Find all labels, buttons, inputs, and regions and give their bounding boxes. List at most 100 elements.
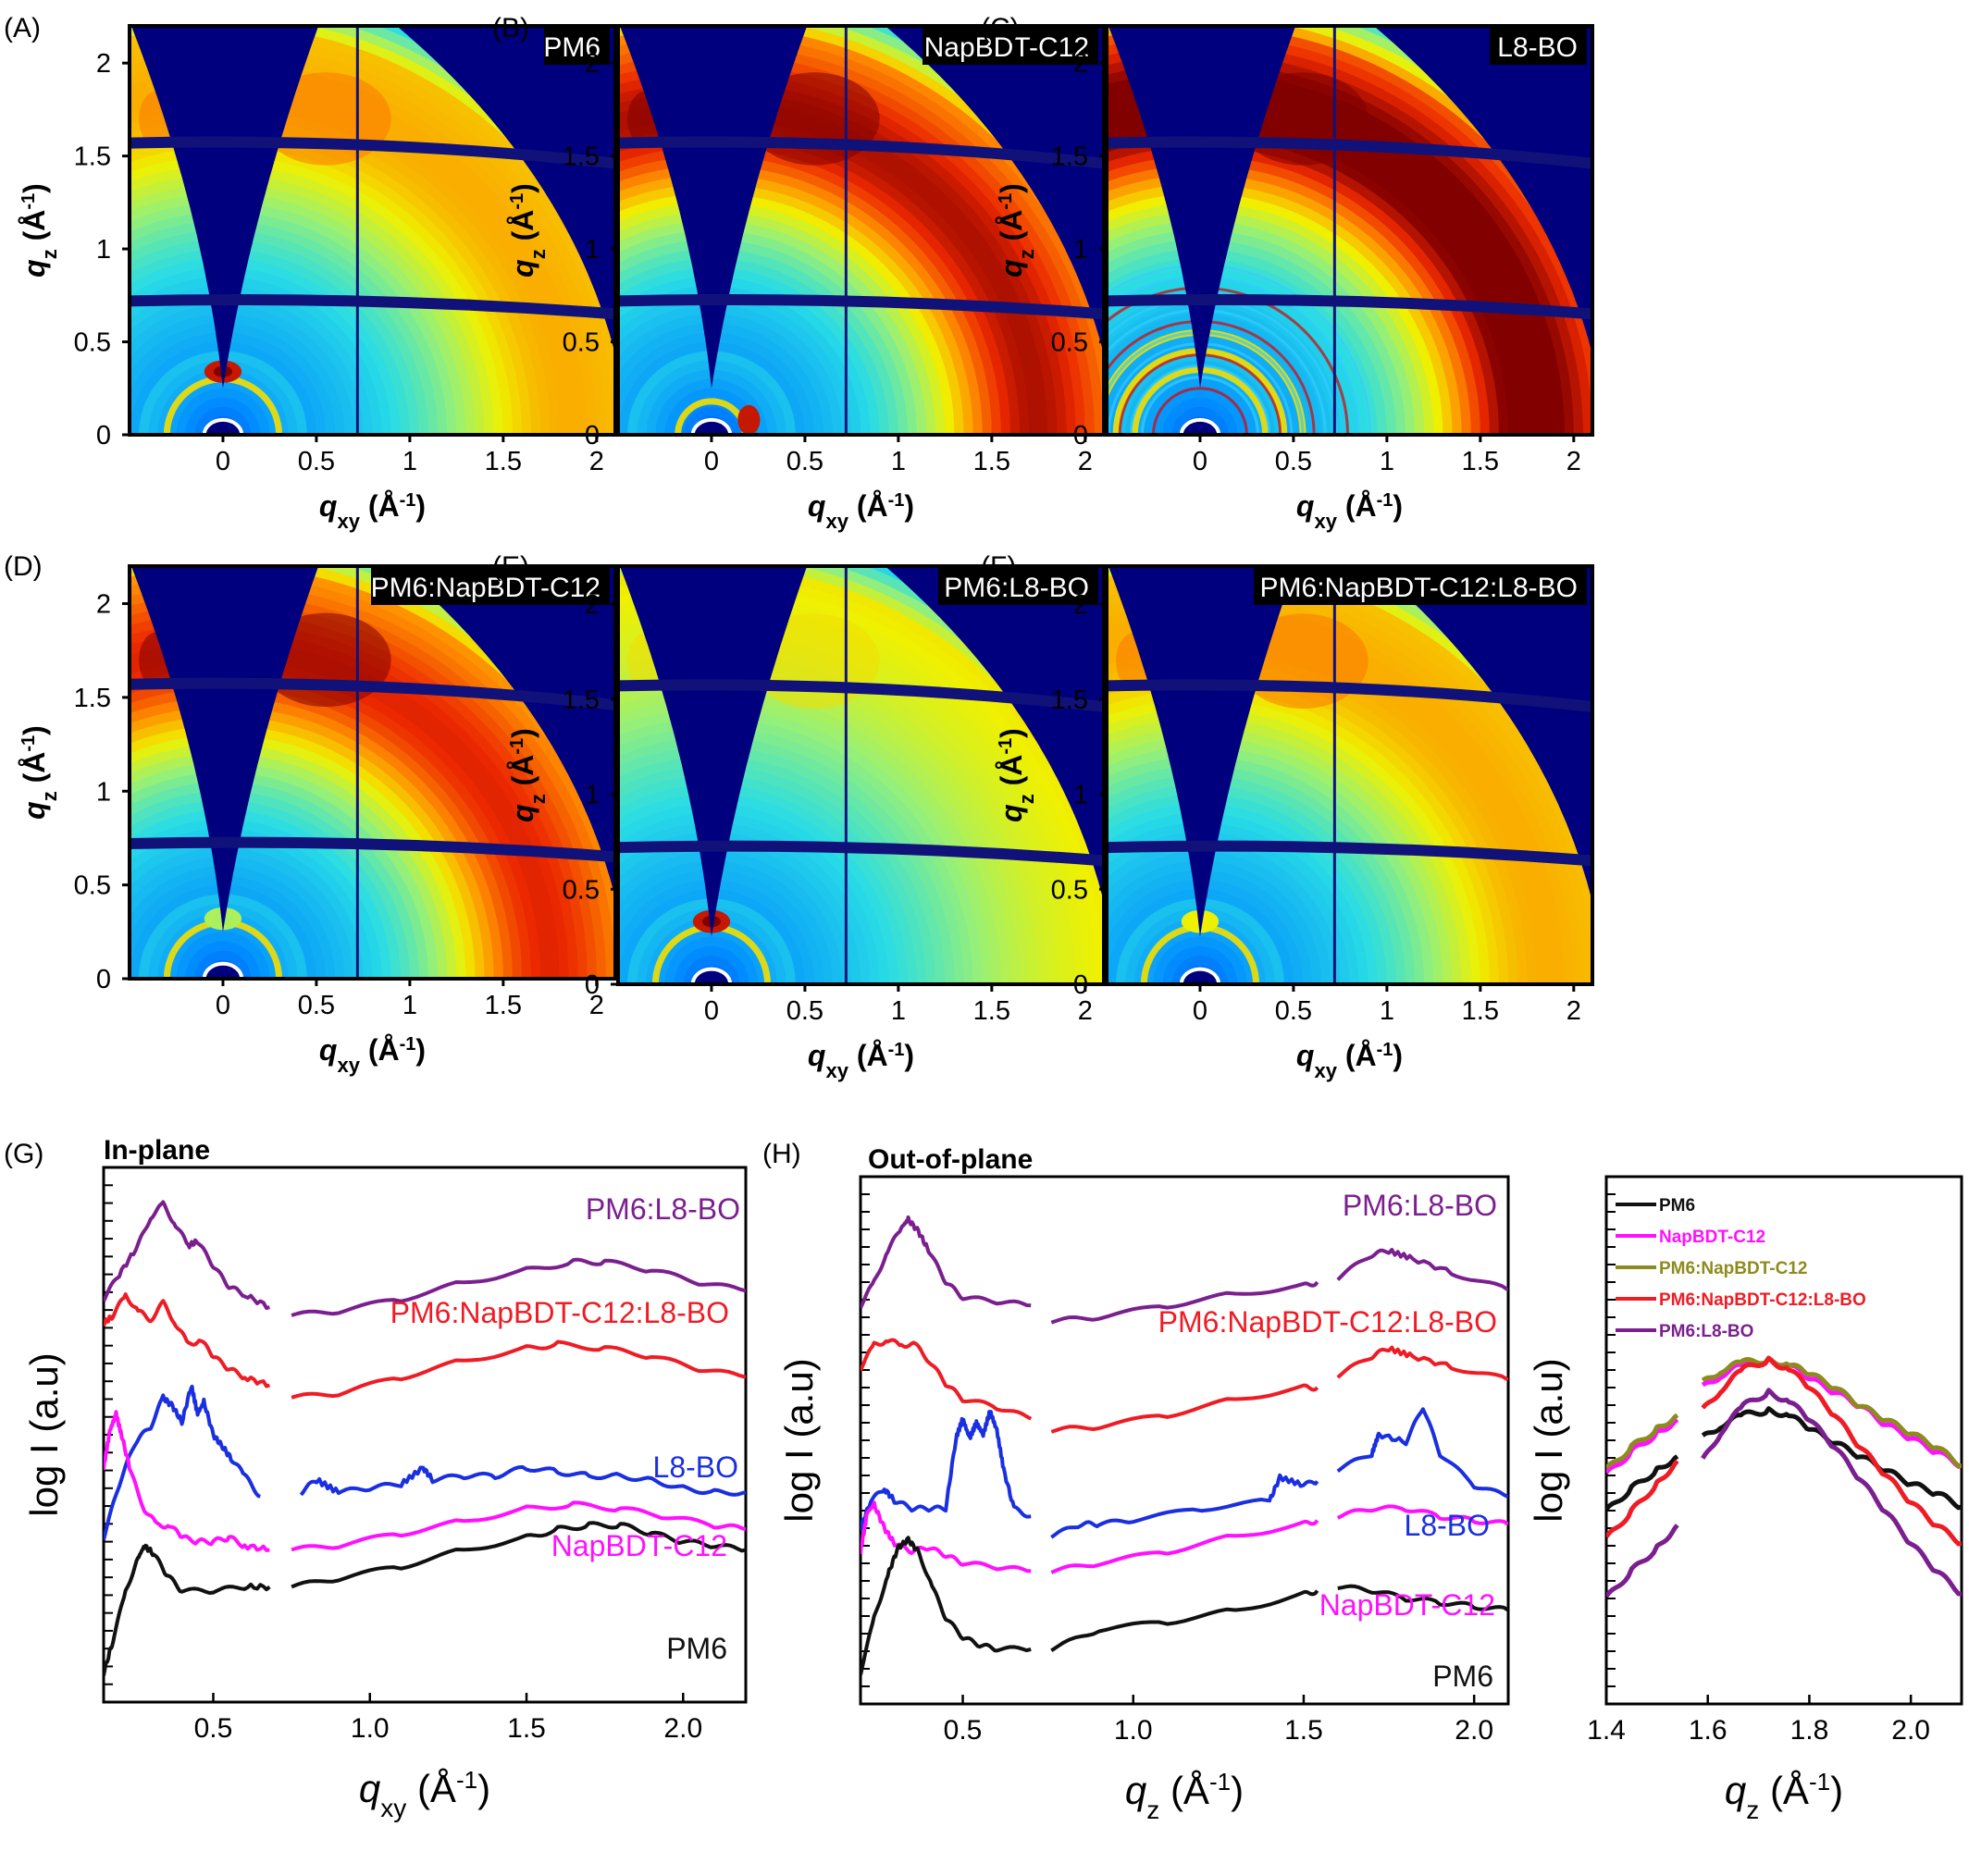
x-tick-label: 0 xyxy=(704,996,719,1026)
x-tick-label: 1.5 xyxy=(1284,1715,1323,1746)
series-line xyxy=(104,1410,270,1552)
x-tick-label: 1 xyxy=(402,991,417,1020)
x-tick-label: 1.5 xyxy=(973,447,1010,476)
sample-label-text: L8-BO xyxy=(1497,32,1578,63)
missing-wedge xyxy=(619,26,808,389)
x-tick-label: 1.0 xyxy=(1114,1715,1153,1746)
x-tick-label: 1 xyxy=(402,447,417,476)
y-tick-label: 2 xyxy=(96,49,111,79)
y-tick-label: 1.5 xyxy=(563,685,600,715)
series-label: PM6:NapBDT-C12:L8-BO xyxy=(390,1296,729,1329)
x-tick-label: 0 xyxy=(1193,447,1207,476)
y-axis-label: qz (Å-1) xyxy=(506,183,550,278)
legend-entry: NapBDT-C12 xyxy=(1659,1228,1765,1247)
x-tick-label: 2 xyxy=(1078,447,1093,476)
y-tick-label: 2 xyxy=(585,49,600,79)
series-line xyxy=(1336,1248,1508,1292)
y-tick-label: 0 xyxy=(1073,970,1088,1000)
plot-in-plane: 0.5 1.0 1.5 2.0 qxy (Å-1) log I (a.u) xyxy=(22,1166,748,1822)
y-tick-label: 2 xyxy=(585,590,600,620)
y-axis-label: qz (Å-1) xyxy=(18,725,61,820)
y-tick-label: 1 xyxy=(585,235,600,265)
panel-letter: (D) xyxy=(4,551,43,582)
sample-label: PM6:L8-BO xyxy=(938,568,1098,605)
y-tick-label: 0 xyxy=(96,965,111,994)
giwaxs-panel-6: PM6:NapBDT-C12:L8-BO(F)0 0.5 1 1.5 200.511.5… xyxy=(981,551,1594,1082)
series-line xyxy=(104,1200,270,1310)
series-label: PM6 xyxy=(666,1632,727,1665)
series-line xyxy=(861,1215,1032,1309)
series-line xyxy=(1050,1280,1319,1325)
series-line xyxy=(1050,1519,1319,1574)
series-line xyxy=(1050,1473,1319,1539)
x-tick-label: 1.5 xyxy=(973,996,1010,1026)
series-line xyxy=(861,1338,1033,1421)
x-tick-label: 1 xyxy=(1380,996,1394,1026)
y-tick-label: 1 xyxy=(585,781,600,810)
plot-inset: 1.4 1.6 1.8 2.0 qz (Å-1) log I (a.u) xyxy=(1527,1175,1963,1824)
plot-title: Out-of-plane xyxy=(868,1144,1033,1175)
legend-entry: PM6:NapBDT-C12:L8-BO xyxy=(1659,1290,1866,1310)
series-label: NapBDT-C12 xyxy=(551,1529,727,1562)
x-axis-label: qxy (Å-1) xyxy=(359,1766,490,1822)
y-tick-label: 1 xyxy=(96,235,111,265)
missing-wedge xyxy=(1108,566,1296,937)
y-tick-label: 1 xyxy=(1073,235,1088,265)
x-tick-label: 0.5 xyxy=(298,991,335,1020)
panel-letter: (H) xyxy=(762,1139,801,1169)
missing-wedge xyxy=(1108,26,1296,389)
legend: PM6 NapBDT-C12 PM6:NapBDT-C12 PM6:NapBDT-C1… xyxy=(1616,1196,1866,1341)
sample-label-text: PM6:NapBDT-C12 xyxy=(371,573,601,603)
sample-label: PM6:NapBDT-C12:L8-BO xyxy=(1254,568,1587,605)
series-label: PM6 xyxy=(1432,1660,1493,1693)
y-tick-label: 1 xyxy=(96,777,111,807)
series-line xyxy=(861,1536,1032,1676)
series-line xyxy=(1606,1454,1679,1512)
y-tick-label: 0.5 xyxy=(74,328,111,358)
x-tick-label: 1.4 xyxy=(1587,1715,1626,1746)
y-tick-label: 2 xyxy=(1073,49,1088,79)
series-line xyxy=(291,1500,746,1552)
sample-label-text: PM6:L8-BO xyxy=(944,573,1089,603)
x-tick-label: 0.5 xyxy=(786,447,824,476)
series-line xyxy=(861,1410,1032,1531)
series-line xyxy=(1337,1584,1508,1612)
x-axis-label: qxy (Å-1) xyxy=(1296,489,1403,533)
panel-letter: (B) xyxy=(492,13,529,43)
series-label: PM6:NapBDT-C12:L8-BO xyxy=(1158,1305,1497,1339)
y-tick-label: 0.5 xyxy=(74,871,111,901)
y-tick-label: 1 xyxy=(1073,781,1088,810)
x-tick-label: 0 xyxy=(216,447,230,476)
sample-label: PM6 xyxy=(543,28,610,65)
x-tick-label: 0.5 xyxy=(194,1713,233,1744)
series-label: L8-BO xyxy=(1405,1509,1490,1542)
sample-label: NapBDT-C12 xyxy=(923,28,1098,65)
y-tick-label: 0 xyxy=(96,421,111,450)
y-tick-label: 0 xyxy=(585,970,600,1000)
y-tick-label: 1.5 xyxy=(74,684,111,713)
x-tick-label: 2 xyxy=(589,447,604,476)
panel-letter: (G) xyxy=(4,1139,43,1169)
series-line xyxy=(1336,1345,1508,1382)
sample-label: L8-BO xyxy=(1490,28,1587,65)
series-line xyxy=(1701,1355,1962,1547)
series-line xyxy=(1701,1388,1962,1597)
y-axis-label: log I (a.u) xyxy=(1527,1358,1570,1522)
x-tick-label: 1.5 xyxy=(1462,447,1499,476)
y-axis-label: qz (Å-1) xyxy=(506,728,550,822)
series-line xyxy=(291,1339,746,1400)
y-axis-label: qz (Å-1) xyxy=(995,728,1038,822)
series-line xyxy=(1606,1417,1679,1475)
series-line xyxy=(1701,1355,1962,1469)
missing-wedge xyxy=(130,26,319,389)
series-line xyxy=(104,1384,261,1541)
series-line xyxy=(861,1500,1032,1574)
x-tick-label: 1.5 xyxy=(485,447,522,476)
y-tick-label: 0.5 xyxy=(563,875,600,905)
sample-label-text: NapBDT-C12 xyxy=(924,32,1089,63)
plot-out-of-plane: 0.5 1.0 1.5 2.0 qz (Å-1) log I (a.u) xyxy=(777,1175,1510,1824)
series-label: NapBDT-C12 xyxy=(1319,1588,1495,1622)
panel-letter: (A) xyxy=(4,13,41,43)
